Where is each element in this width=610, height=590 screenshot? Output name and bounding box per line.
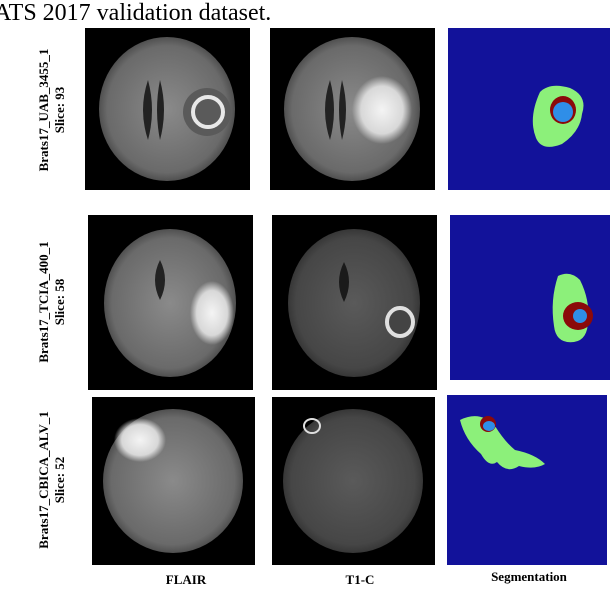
row-3-images (92, 395, 607, 565)
caption: ATS 2017 validation dataset. (0, 0, 271, 26)
slice-label: Slice: 58 (52, 278, 67, 325)
slice-label: Slice: 93 (52, 86, 67, 133)
case-label: Brats17_CBICA_ALV_1 (36, 411, 51, 548)
case-label: Brats17_TCIA_400_1 (36, 241, 51, 362)
column-label: T1-C (346, 572, 375, 587)
slice-label: Slice: 52 (52, 457, 67, 504)
segmentation-image (448, 28, 610, 190)
row-2-images (88, 215, 610, 390)
row-1-images (85, 28, 610, 190)
column-label: FLAIR (166, 572, 207, 587)
column-label: Segmentation (491, 569, 568, 584)
case-label: Brats17_UAB_3455_1 (36, 49, 51, 172)
